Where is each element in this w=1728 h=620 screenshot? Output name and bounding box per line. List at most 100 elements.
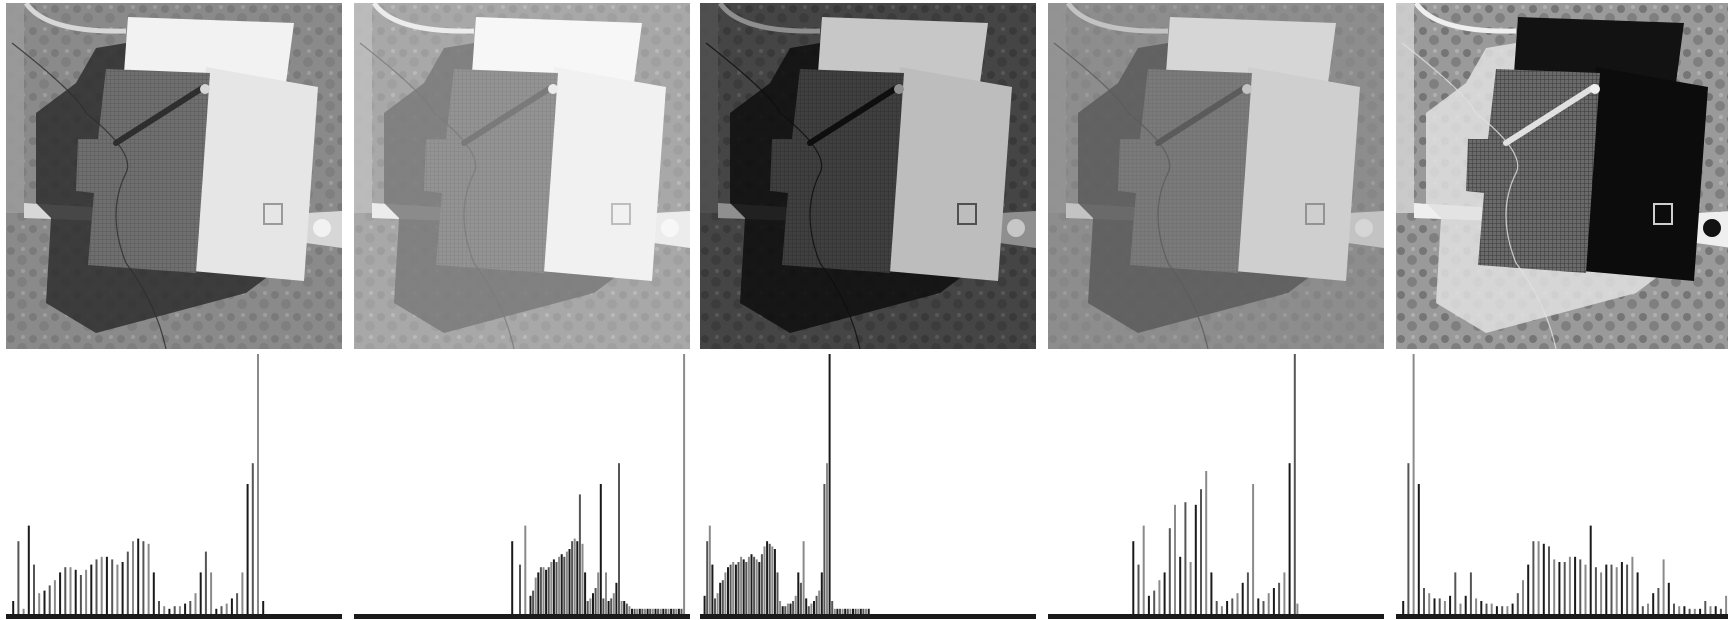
histogram-bar xyxy=(1641,606,1644,614)
histogram-equalized-plot xyxy=(1396,354,1728,619)
histogram-bar xyxy=(807,606,810,614)
histogram-bar xyxy=(1189,562,1192,614)
histogram-bar xyxy=(59,572,62,614)
light-roof xyxy=(886,67,1012,281)
histogram-brightened xyxy=(354,352,690,620)
histogram-bar xyxy=(649,608,652,614)
histogram-bar xyxy=(602,598,605,614)
histogram-bar xyxy=(1542,543,1545,614)
shingle-roof xyxy=(770,69,904,273)
histogram-bar xyxy=(1688,608,1691,614)
histogram-bar xyxy=(799,582,802,614)
histogram-bar xyxy=(610,598,613,614)
histogram-bar xyxy=(857,608,860,614)
histogram-bar xyxy=(716,593,719,614)
histogram-bar xyxy=(745,562,748,614)
histogram-bar xyxy=(1620,562,1623,614)
histogram-bar xyxy=(589,598,592,614)
histogram-bar xyxy=(865,608,867,614)
histogram-bar xyxy=(760,554,763,614)
histogram-bar xyxy=(584,572,587,614)
histogram-bar xyxy=(737,562,740,614)
histogram-bar xyxy=(1246,572,1249,614)
histogram-bar xyxy=(204,551,207,614)
round-object xyxy=(661,219,679,237)
histogram-baseline xyxy=(1048,614,1384,619)
histogram-bar xyxy=(168,608,171,614)
histogram-bar xyxy=(1236,593,1239,614)
curb-arc xyxy=(1065,3,1169,34)
aerial-photo-brightened xyxy=(354,3,690,349)
histogram-bar xyxy=(552,559,555,614)
histogram-bar xyxy=(833,608,836,614)
skylight xyxy=(263,203,283,225)
histogram-bar xyxy=(758,562,761,614)
histogram-bar xyxy=(555,562,558,614)
histogram-bar xyxy=(1678,606,1681,614)
histogram-bar xyxy=(1288,463,1291,614)
histogram-bar xyxy=(831,601,834,614)
round-object xyxy=(313,219,331,237)
utility-cable xyxy=(359,42,515,349)
histogram-bar xyxy=(1179,556,1182,614)
histogram-bar xyxy=(519,564,521,614)
histogram-bar xyxy=(53,580,56,614)
histogram-bar xyxy=(714,598,716,614)
histogram-bar xyxy=(755,559,758,614)
histogram-bar xyxy=(1194,504,1197,614)
histogram-bar xyxy=(823,484,826,614)
histogram-bar xyxy=(727,567,729,614)
histogram-bar xyxy=(846,608,849,614)
utility-cable xyxy=(1401,42,1557,349)
histogram-bar xyxy=(836,608,839,614)
chimney-cap xyxy=(894,84,904,94)
histogram-bar xyxy=(1262,601,1265,614)
histogram-bar xyxy=(33,564,35,614)
histogram-bar xyxy=(1673,603,1675,614)
histogram-bar xyxy=(1220,606,1223,614)
histogram-bar xyxy=(721,580,724,614)
histogram-bar xyxy=(1652,593,1655,614)
chimney-cap xyxy=(200,84,210,94)
histogram-bar xyxy=(22,608,25,614)
histogram-bar xyxy=(839,608,841,614)
curb-arc xyxy=(1413,3,1517,34)
light-roof xyxy=(192,67,318,281)
histogram-bar xyxy=(859,608,862,614)
histogram-bar xyxy=(1443,601,1446,614)
histogram-bar xyxy=(199,572,202,614)
histogram-bar xyxy=(729,564,732,614)
shingle-roof xyxy=(76,69,210,273)
histogram-bar xyxy=(1485,603,1488,614)
histogram-bar xyxy=(184,603,187,614)
histogram-bar xyxy=(786,603,789,614)
histogram-bar xyxy=(802,541,805,614)
histogram-bar xyxy=(1459,603,1462,614)
histogram-bar xyxy=(571,541,574,614)
histogram-bar xyxy=(111,559,114,614)
histogram-bar xyxy=(17,541,20,614)
road xyxy=(354,3,372,213)
utility-cable xyxy=(1053,42,1209,349)
shingle-roof xyxy=(1466,69,1600,273)
histogram-bar xyxy=(1158,580,1161,614)
histogram-bar xyxy=(215,608,218,614)
histogram-baseline xyxy=(700,614,1036,619)
chimney-shadow xyxy=(1503,84,1597,146)
aerial-photo-brightened-drawing xyxy=(354,3,690,349)
histogram-bar xyxy=(563,556,566,614)
histogram-bar xyxy=(1610,564,1613,614)
histogram-bar xyxy=(646,608,649,614)
aerial-photo-darkened xyxy=(700,3,1036,349)
histogram-bar xyxy=(568,549,571,614)
histogram-bar xyxy=(1407,463,1410,614)
histogram-low-contrast xyxy=(1048,352,1384,620)
histogram-bar xyxy=(1184,502,1187,614)
histogram-bar xyxy=(724,572,727,614)
histogram-bar xyxy=(534,577,537,614)
histogram-bar xyxy=(1527,564,1530,614)
histogram-bar xyxy=(867,608,870,614)
histogram-bar xyxy=(100,556,103,614)
histogram-bar xyxy=(612,593,615,614)
histogram-bar xyxy=(79,575,82,614)
